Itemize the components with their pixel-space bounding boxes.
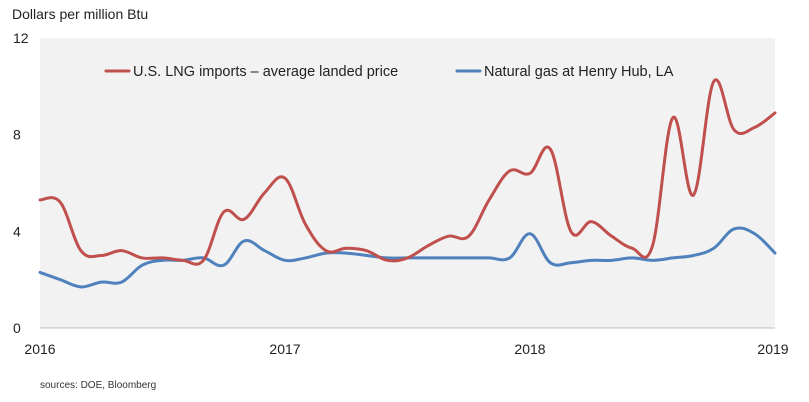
y-tick-label-12: 12	[13, 30, 29, 46]
source-note: sources: DOE, Bloomberg	[40, 380, 156, 391]
legend: U.S. LNG imports – average landed price …	[104, 64, 674, 80]
y-tick-label-8: 8	[13, 127, 21, 143]
lng-import-price-line	[38, 78, 777, 266]
plot-area	[40, 38, 775, 328]
legend-label-lng: U.S. LNG imports – average landed price	[133, 64, 398, 80]
x-tick-label-2019: 2019	[757, 341, 788, 357]
y-tick-label-0: 0	[13, 320, 21, 336]
y-tick-labels: 0 4 8 12	[13, 30, 29, 336]
x-tick-label-2018: 2018	[514, 341, 545, 357]
x-tick-label-2017: 2017	[269, 341, 300, 357]
y-tick-label-4: 4	[13, 223, 21, 239]
legend-label-henry-hub: Natural gas at Henry Hub, LA	[484, 64, 674, 80]
x-tick-labels: 2016 2017 2018 2019	[24, 341, 788, 357]
y-axis-label: Dollars per million Btu	[12, 6, 148, 22]
x-tick-label-2016: 2016	[24, 341, 55, 357]
series-lines	[38, 78, 777, 289]
